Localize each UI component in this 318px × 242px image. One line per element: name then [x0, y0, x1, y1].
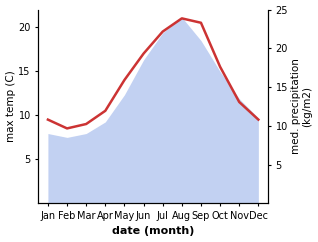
Y-axis label: max temp (C): max temp (C)	[5, 70, 16, 142]
X-axis label: date (month): date (month)	[112, 227, 194, 236]
Y-axis label: med. precipitation
(kg/m2): med. precipitation (kg/m2)	[291, 59, 313, 154]
